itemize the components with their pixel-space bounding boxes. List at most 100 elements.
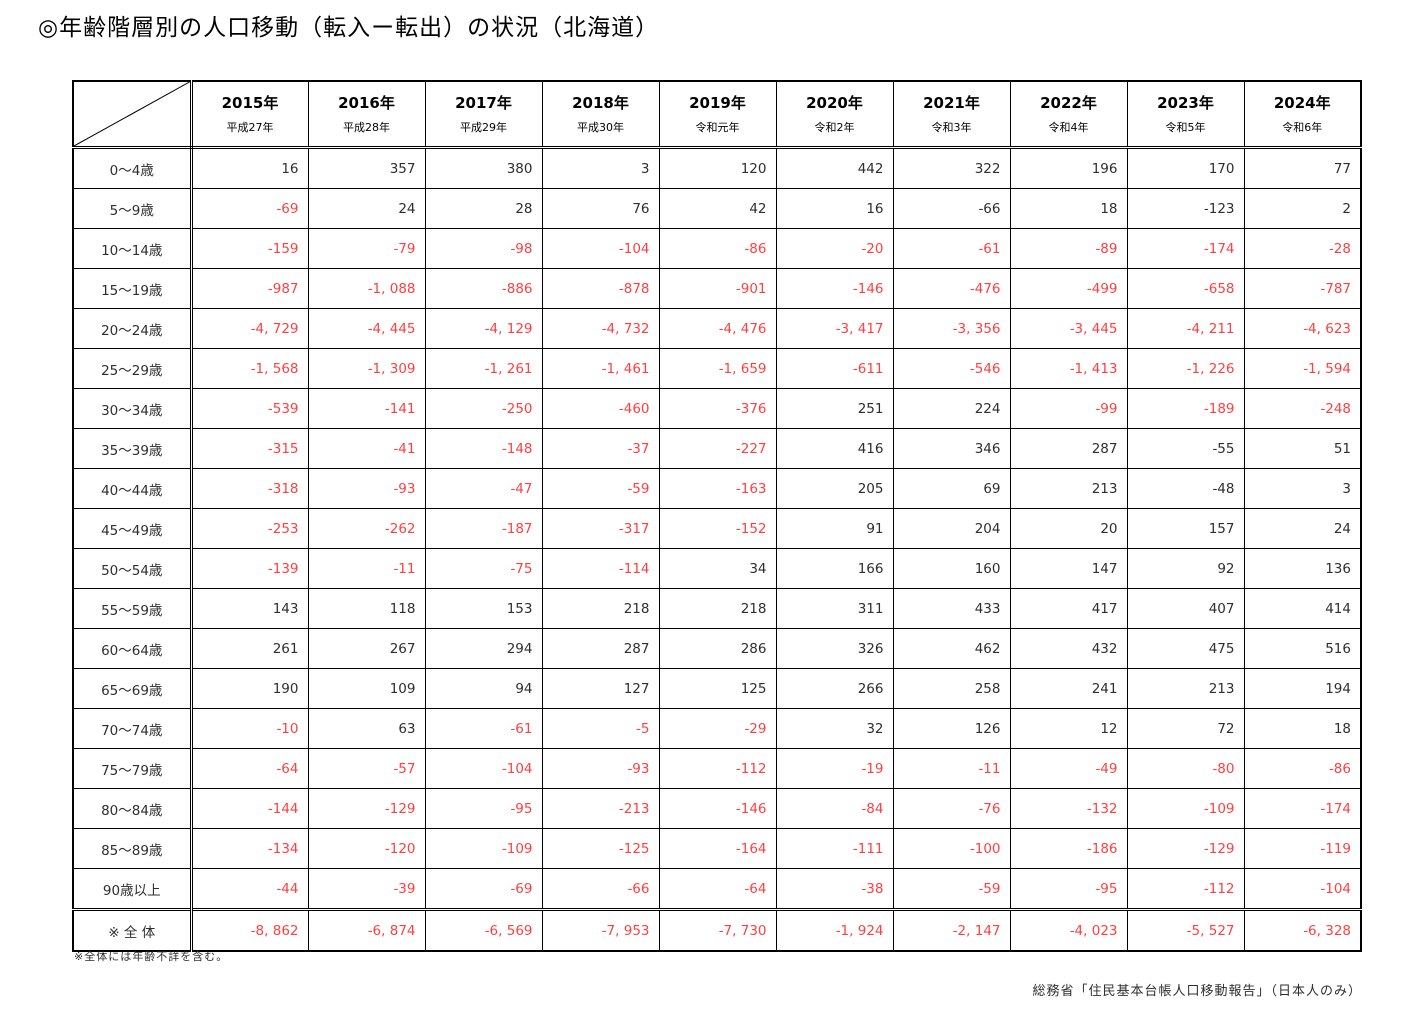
row-header: 65〜69歳 <box>72 668 193 709</box>
value-cell: -28 <box>1243 228 1362 269</box>
value-cell: -100 <box>892 828 1011 869</box>
value-cell: -317 <box>541 508 660 549</box>
column-era-label: 令和2年 <box>814 120 855 134</box>
value-cell: -248 <box>1243 388 1362 429</box>
value-cell: -132 <box>1009 788 1128 829</box>
column-year-label: 2023年 <box>1157 93 1214 112</box>
value-cell: 261 <box>190 628 309 669</box>
value-cell: 34 <box>658 548 777 589</box>
value-cell: 3 <box>541 147 660 189</box>
value-cell: 432 <box>1009 628 1128 669</box>
value-cell: -109 <box>1126 788 1245 829</box>
table-row: 10〜14歳 -159 -79 -98 -104 -86 -20 -61 -89 -174 -28 <box>72 228 1362 269</box>
value-cell: -61 <box>892 228 1011 269</box>
column-era-label: 令和6年 <box>1282 120 1323 134</box>
value-cell: -3, 356 <box>892 308 1011 349</box>
value-cell: -5, 527 <box>1126 908 1245 952</box>
row-header: 35〜39歳 <box>72 428 193 469</box>
value-cell: 18 <box>1009 188 1128 229</box>
value-cell: 190 <box>190 668 309 709</box>
value-cell: -787 <box>1243 268 1362 309</box>
column-header-6: 2021年 令和3年 <box>892 80 1011 149</box>
value-cell: -213 <box>541 788 660 829</box>
value-cell: 20 <box>1009 508 1128 549</box>
value-cell: -7, 730 <box>658 908 777 952</box>
value-cell: -93 <box>541 748 660 789</box>
value-cell: 120 <box>658 147 777 189</box>
value-cell: -227 <box>658 428 777 469</box>
value-cell: -99 <box>1009 388 1128 429</box>
row-header: ※ 全 体 <box>72 908 193 952</box>
value-cell: -64 <box>658 868 777 910</box>
value-cell: -901 <box>658 268 777 309</box>
value-cell: -174 <box>1126 228 1245 269</box>
value-cell: 475 <box>1126 628 1245 669</box>
value-cell: -878 <box>541 268 660 309</box>
value-cell: -4, 445 <box>307 308 426 349</box>
row-header: 50〜54歳 <box>72 548 193 589</box>
value-cell: 126 <box>892 708 1011 749</box>
value-cell: -262 <box>307 508 426 549</box>
value-cell: -79 <box>307 228 426 269</box>
column-era-label: 令和3年 <box>931 120 972 134</box>
value-cell: 218 <box>658 588 777 629</box>
value-cell: -69 <box>190 188 309 229</box>
value-cell: -114 <box>541 548 660 589</box>
row-header: 25〜29歳 <box>72 348 193 389</box>
column-era-label: 平成30年 <box>577 120 624 134</box>
value-cell: 213 <box>1126 668 1245 709</box>
value-cell: 77 <box>1243 147 1362 189</box>
column-era-label: 平成28年 <box>343 120 390 134</box>
value-cell: 414 <box>1243 588 1362 629</box>
value-cell: -148 <box>424 428 543 469</box>
value-cell: 94 <box>424 668 543 709</box>
value-cell: 224 <box>892 388 1011 429</box>
value-cell: -1, 924 <box>775 908 894 952</box>
value-cell: 24 <box>307 188 426 229</box>
column-header-0: 2015年 平成27年 <box>190 80 309 149</box>
row-header: 75〜79歳 <box>72 748 193 789</box>
column-year-label: 2024年 <box>1273 93 1331 112</box>
value-cell: 357 <box>307 147 426 189</box>
column-header-9: 2024年令和6年 <box>1243 80 1362 149</box>
value-cell: -37 <box>541 428 660 469</box>
value-cell: -1, 413 <box>1009 348 1128 389</box>
value-cell: 196 <box>1009 147 1128 189</box>
row-header: 15〜19歳 <box>72 268 193 309</box>
value-cell: -315 <box>190 428 309 469</box>
column-era-label: 平成29年 <box>460 120 507 134</box>
row-header: 40〜44歳 <box>72 468 193 509</box>
value-cell: -86 <box>658 228 777 269</box>
value-cell: -59 <box>541 468 660 509</box>
value-cell: -41 <box>307 428 426 469</box>
value-cell: -95 <box>1009 868 1128 910</box>
value-cell: -129 <box>307 788 426 829</box>
column-header-5: 2020年 令和2年 <box>775 80 894 149</box>
value-cell: -1, 659 <box>658 348 777 389</box>
value-cell: 72 <box>1126 708 1245 749</box>
value-cell: -112 <box>658 748 777 789</box>
table-body: 0〜4歳 16 357 380 3 120 442 322 196 170 77 5〜9歳 -69 24 2… <box>72 147 1362 952</box>
value-cell: -8, 862 <box>190 908 309 952</box>
value-cell: 153 <box>424 588 543 629</box>
value-cell: -4, 732 <box>541 308 660 349</box>
value-cell: -109 <box>424 828 543 869</box>
value-cell: -1, 226 <box>1126 348 1245 389</box>
table-row: 30〜34歳 -539 -141 -250 -460 -376 251 224 -99 -189-… <box>72 388 1362 429</box>
column-year-label: 2015年 <box>221 93 279 112</box>
value-cell: -546 <box>892 348 1011 389</box>
value-cell: -139 <box>190 548 309 589</box>
value-cell: -120 <box>307 828 426 869</box>
value-cell: -64 <box>190 748 309 789</box>
value-cell: -104 <box>541 228 660 269</box>
population-migration-table: 2015年 平成27年 2016年 平成28年 2017年 平成29年 2018年 平成30年… <box>72 80 1362 952</box>
row-header: 20〜24歳 <box>72 308 193 349</box>
value-cell: -1, 088 <box>307 268 426 309</box>
table-row: 0〜4歳 16 357 380 3 120 442 322 196 170 77 <box>72 147 1362 189</box>
value-cell: -104 <box>1243 868 1362 910</box>
value-cell: 125 <box>658 668 777 709</box>
value-cell: -152 <box>658 508 777 549</box>
value-cell: -3, 417 <box>775 308 894 349</box>
value-cell: 462 <box>892 628 1011 669</box>
value-cell: 433 <box>892 588 1011 629</box>
